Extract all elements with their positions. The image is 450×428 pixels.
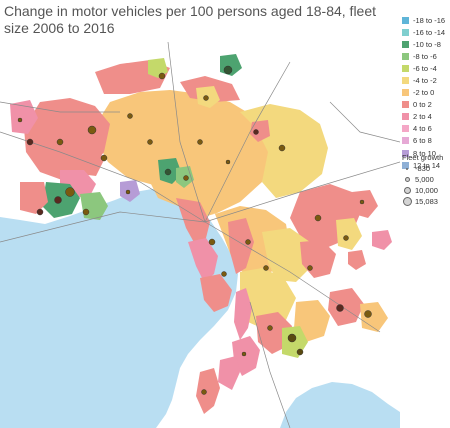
port-phillip-bay [0,188,238,428]
legend-item-9[interactable]: 4 to 6 [402,123,450,135]
legend-item-10[interactable]: 6 to 8 [402,135,450,147]
legend-label: -2 to 0 [413,88,435,98]
legend-item-5[interactable]: -4 to -2 [402,74,450,86]
size-dot-wrap [402,167,412,170]
size-legend-item-2: 10,000 [402,185,450,196]
size-dot-icon [406,167,408,170]
size-dot-icon [404,177,410,182]
fleet-growth-dots[interactable] [17,65,372,395]
legend-swatch [402,52,409,60]
size-dot-wrap [402,187,412,194]
legend-item-2[interactable]: -10 to -8 [402,38,450,50]
legend-item-8[interactable]: 2 to 4 [402,111,450,123]
size-legend: Fleet growth -830 5,000 10,000 15,083 [402,152,450,207]
legend-swatch [402,149,409,157]
legend-item-11[interactable]: 8 to 10 [402,147,450,159]
size-dot-wrap [402,197,412,206]
legend-item-4[interactable]: -6 to -4 [402,62,450,74]
legend-item-1[interactable]: -16 to -14 [402,26,450,38]
legend-label: 6 to 8 [413,136,432,146]
map-title: Change in motor vehicles per 100 persons… [4,3,377,36]
legend-item-7[interactable]: 0 to 2 [402,99,450,111]
size-legend-item-1: 5,000 [402,174,450,185]
legend-swatch [402,16,409,24]
size-dot-icon [402,197,412,206]
legend-label: 8 to 10 [413,148,436,158]
color-legend: -18 to -16 -16 to -14 -10 to -8 -8 to -6… [402,14,450,171]
size-legend-label: 5,000 [415,175,434,184]
size-dot-wrap [402,177,412,182]
size-legend-item-3: 15,083 [402,196,450,207]
size-legend-label: 15,083 [415,197,438,206]
legend-label: -10 to -8 [413,39,441,49]
legend-item-12[interactable]: 12 to 14 [402,159,450,171]
legend-label: -6 to -4 [413,63,437,73]
legend-swatch [402,161,409,169]
legend-swatch [402,40,409,48]
legend-label: -8 to -6 [413,51,437,61]
legend-swatch [402,137,409,145]
legend-label: 0 to 2 [413,100,432,110]
legend-swatch [402,113,409,121]
size-legend-label: -830 [415,164,431,173]
legend-swatch [402,28,409,36]
size-legend-item-0: -830 [402,163,450,174]
size-dot-icon [403,187,411,194]
suburb-regions[interactable] [10,54,392,414]
legend-swatch [402,89,409,97]
legend-label: 4 to 6 [413,124,432,134]
legend-label: -16 to -14 [413,27,446,37]
legend-label: 2 to 4 [413,112,432,122]
legend-swatch [402,77,409,85]
legend-item-0[interactable]: -18 to -16 [402,14,450,26]
legend-label: -18 to -16 [413,15,446,25]
legend-item-3[interactable]: -8 to -6 [402,50,450,62]
legend-item-6[interactable]: -2 to 0 [402,87,450,99]
western-port-bay [280,382,400,428]
size-legend-label: 10,000 [415,186,438,195]
legend-swatch [402,125,409,133]
choropleth-map[interactable] [0,42,400,428]
legend-swatch [402,64,409,72]
legend-swatch [402,101,409,109]
legend-label: 12 to 14 [413,160,441,170]
size-legend-title: Fleet growth [402,153,444,162]
legend-label: -4 to -2 [413,76,437,86]
